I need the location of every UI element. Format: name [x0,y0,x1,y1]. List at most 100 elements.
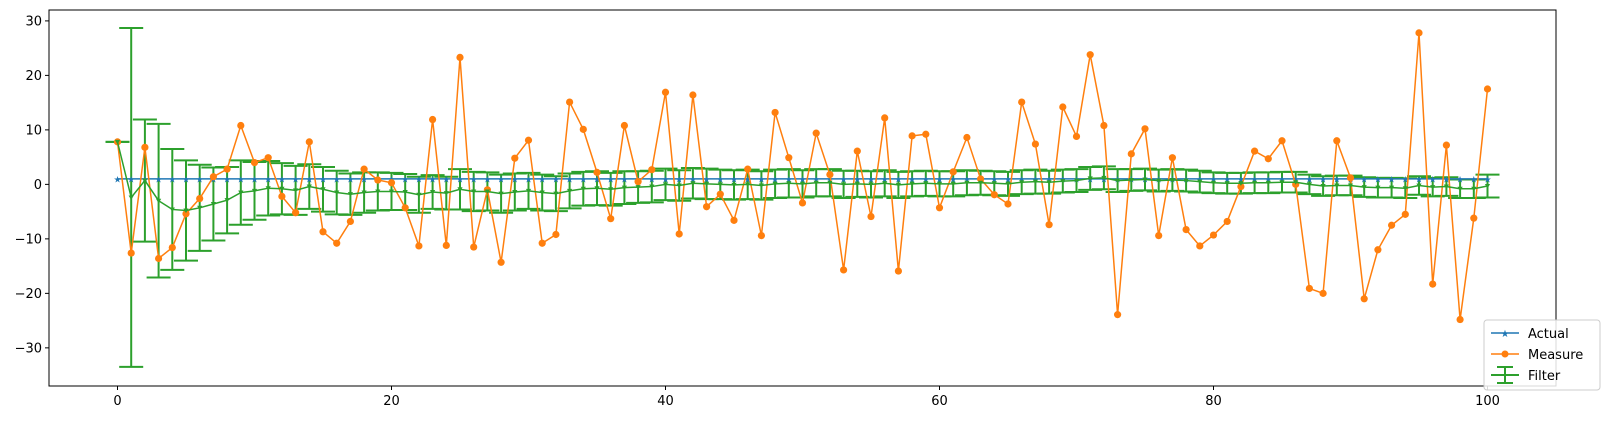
measure-point [1141,125,1149,133]
actual-point: ★ [1209,175,1217,185]
actual-point: ★ [881,175,889,185]
measure-point [579,125,587,133]
actual-point: ★ [209,175,217,185]
measure-point [744,165,752,173]
measure-point [922,130,930,138]
measure-point [1483,85,1492,93]
measure-point [1346,174,1355,182]
measure-point [566,98,574,106]
measure-point [524,136,533,144]
measure-point [264,154,272,162]
actual-point: ★ [771,175,779,185]
actual-point: ★ [703,175,711,185]
measure-point [1155,232,1163,240]
filter-point [1430,185,1436,190]
measure-point [675,230,683,238]
y-tick-label: 10 [25,123,42,138]
measure-point [648,166,656,174]
measure-point [1415,29,1423,37]
measure-point [429,115,437,124]
measure-point [1086,51,1094,59]
measure-point [840,266,848,274]
x-tick-label: 0 [113,394,121,409]
filter-point [841,182,847,187]
measure-point [1456,315,1464,324]
actual-point: ★ [333,175,341,185]
actual-point: ★ [168,175,176,185]
measure-point [908,132,916,140]
measure-point [1278,137,1286,145]
filter-point [156,198,162,204]
axes: 0 20 40 60 80 100 −30 −20 −10 0 10 20 30 [15,9,1557,409]
filter-point [197,205,203,211]
x-tick-label: 60 [931,394,948,409]
measure-point [346,217,354,226]
measure-point [1031,140,1039,148]
filter-point [882,181,888,186]
measure-point [292,209,300,217]
filter-point [361,190,367,196]
actual-point: ★ [1442,175,1450,185]
filter-point [1306,182,1312,187]
filter-point [416,192,422,198]
x-tick-label: 80 [1205,394,1222,409]
filter-point [1032,179,1038,185]
actual-point: ★ [648,175,656,185]
measure-point [949,168,957,176]
actual-point: ★ [593,175,601,185]
filter-point [950,181,956,187]
filter-point [1087,176,1093,181]
measure-point [127,249,135,257]
filter-point [1457,186,1463,192]
actual-point: ★ [292,175,300,185]
filter-point [1115,178,1121,184]
filter-point [1471,186,1477,192]
filter-point [717,182,723,187]
actual-point: ★ [401,175,409,185]
measure-point [1442,141,1450,149]
measure-point [1045,221,1053,229]
filter-point [978,180,984,186]
legend-actual-label: Actual [1528,327,1569,342]
measure-point [141,143,149,151]
filter-point [265,186,271,191]
filter-point [621,185,627,191]
filter-point [923,181,929,186]
measure-point [401,204,409,212]
filter-point [1402,186,1408,191]
axes-frame [48,9,1557,387]
measure-point [977,175,985,183]
filter-point [238,190,244,196]
actual-point: ★ [1319,175,1327,185]
actual-point: ★ [949,175,957,185]
legend-frame [1483,319,1601,391]
filter-point [142,178,148,184]
measure-point [1168,154,1176,162]
measure-point [319,228,327,236]
actual-point: ★ [1415,175,1423,185]
actual-point: ★ [319,175,327,185]
actual-point: ★ [620,175,628,185]
filter-point [114,139,121,145]
actual-point: ★ [223,175,231,185]
actual-point: ★ [305,175,313,185]
measure-point [1237,182,1245,191]
filter-point [1484,184,1491,189]
actual-point: ★ [798,175,806,185]
measure-point [1114,311,1122,319]
measure-point [387,179,396,187]
filter-point [1197,179,1203,185]
filter-point [553,191,559,197]
actual-point: ★ [908,175,916,185]
actual-point: ★ [757,175,765,185]
actual-point: ★ [963,175,971,185]
actual-point: ★ [744,175,752,185]
actual-point: ★ [607,175,615,185]
measure-point [867,212,875,221]
y-tick-label: −30 [15,341,42,356]
filter-point [388,189,395,195]
filter-point [320,187,326,192]
actual-point: ★ [360,175,368,185]
filter-point [1252,180,1258,186]
